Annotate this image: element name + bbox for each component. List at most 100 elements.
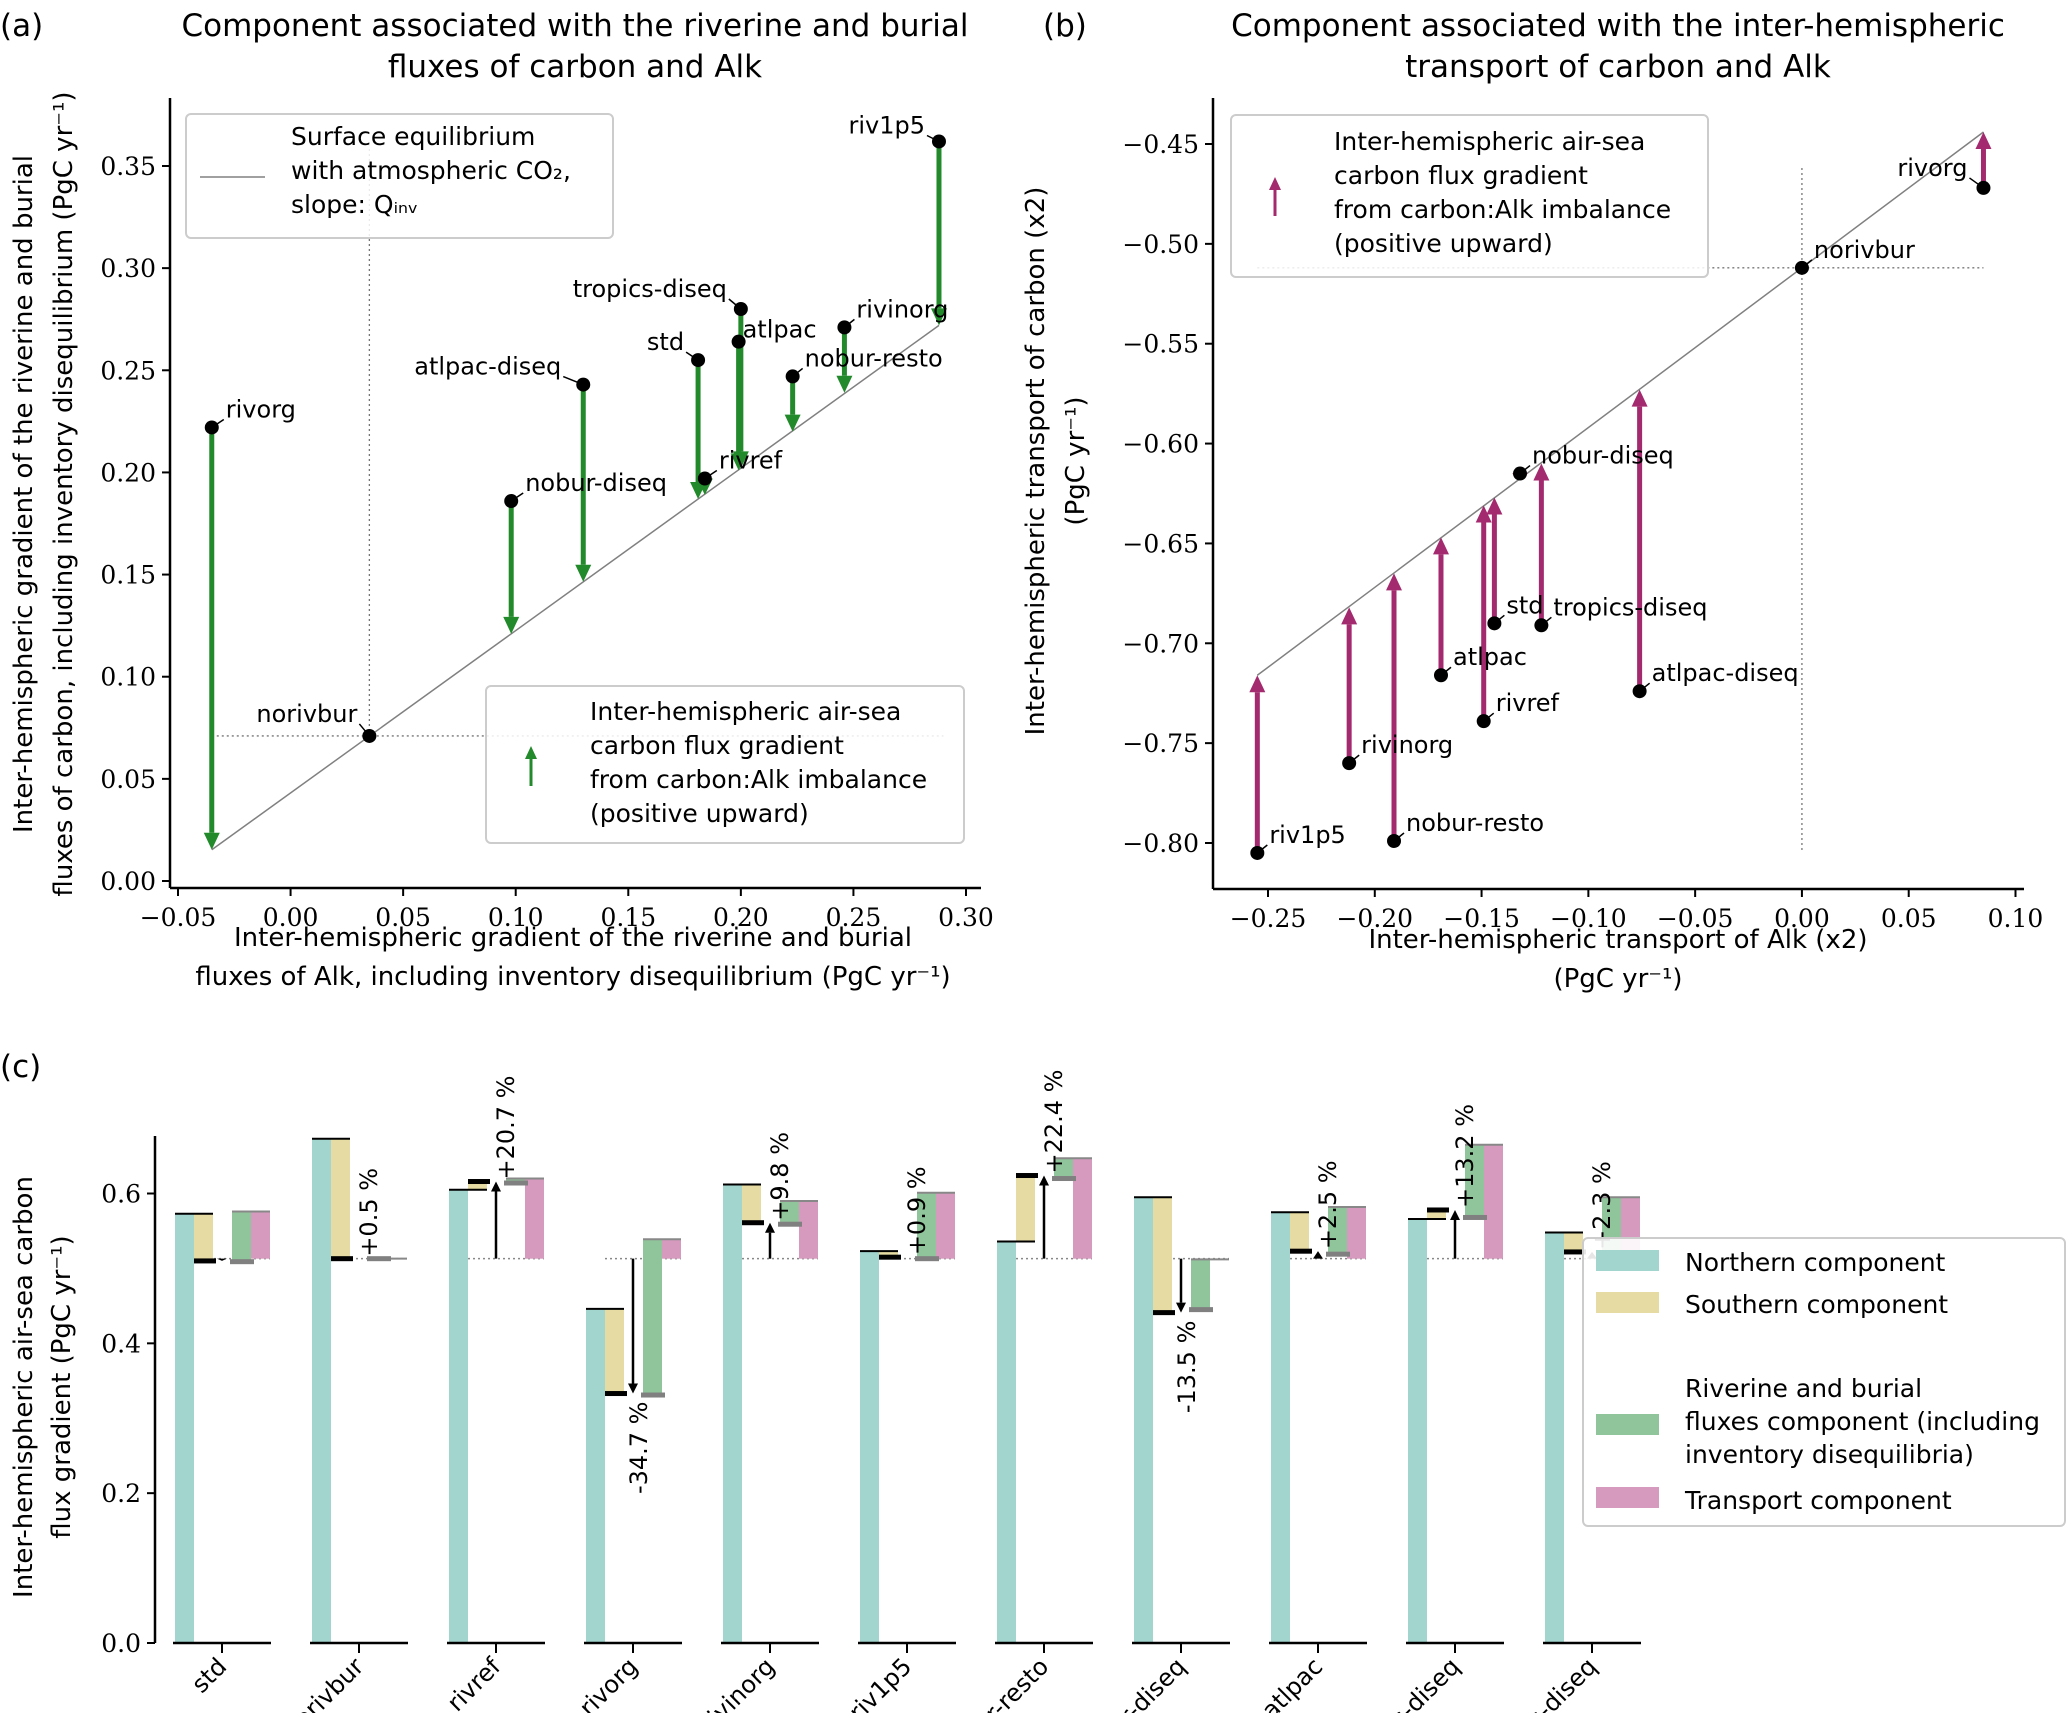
y-axis-label: fluxes of carbon, including inventory di… xyxy=(49,91,79,896)
flux-arrow-std xyxy=(1486,497,1503,624)
percent-label: +20.7 % xyxy=(492,1076,520,1180)
point-label-norivbur: norivbur xyxy=(1814,236,1915,264)
label-leader xyxy=(1801,259,1813,269)
flux-arrow-atlpac xyxy=(1432,537,1449,676)
change-arrow-head xyxy=(628,1383,638,1394)
bar-group-nobur-diseq: nobur-diseq -13.5 % xyxy=(1071,1196,1230,1713)
flux-arrow-rivref xyxy=(1475,505,1492,722)
point-label-rivinorg: rivinorg xyxy=(1361,731,1453,759)
x-tick-label: 0.25 xyxy=(826,903,882,932)
northern-swatch xyxy=(1596,1250,1659,1271)
point-label-rivref: rivref xyxy=(1496,689,1560,717)
flux-arrow-riv1p5-head xyxy=(930,308,947,326)
southern-bar xyxy=(468,1181,487,1190)
x-tick-label: −0.15 xyxy=(1443,904,1520,933)
northern-bar xyxy=(312,1138,331,1643)
flux-arrow-nobur-resto-head xyxy=(1386,573,1403,591)
total-marker xyxy=(194,1258,216,1264)
x-tick-label: 0.05 xyxy=(1881,904,1937,933)
flux-arrow-rivinorg-head xyxy=(836,375,853,393)
flux-arrow-nobur-resto xyxy=(1386,573,1403,842)
point-label-rivorg: rivorg xyxy=(226,395,296,423)
category-label: riv1p5 xyxy=(843,1652,917,1713)
flux-arrow-rivorg xyxy=(203,427,220,850)
flux-arrow-rivorg xyxy=(1975,132,1992,188)
label-leader xyxy=(1348,754,1360,764)
flux-arrow-rivorg-head xyxy=(203,832,220,850)
point-label-atlpac: atlpac xyxy=(1453,643,1527,671)
riverine-bar xyxy=(1328,1206,1347,1255)
northern-bar xyxy=(586,1308,605,1643)
northern-bar xyxy=(175,1213,194,1643)
x-tick-label: −0.05 xyxy=(140,903,217,932)
x-tick-label: −0.20 xyxy=(1336,904,1413,933)
percent-label: +2.3 % xyxy=(1588,1161,1616,1250)
change-arrow-head xyxy=(1313,1251,1323,1259)
panel-b-title-line-1: Component associated with the inter-hemi… xyxy=(1231,8,2005,44)
panel-c: (c) 0.0 0.2 0.4 0.6 Inter-hemispheric air-se… xyxy=(0,1049,2066,1713)
riverine-swatch xyxy=(1596,1414,1659,1435)
x-tick-label: −0.10 xyxy=(1550,904,1627,933)
legend-arrow-icon-head xyxy=(525,746,537,759)
x-tick-label: 0.30 xyxy=(938,903,994,932)
y-tick-label: −0.80 xyxy=(1122,829,1199,858)
x-tick-label: 0.20 xyxy=(713,903,769,932)
flux-arrow-nobur-resto xyxy=(784,376,801,432)
southern-bar xyxy=(194,1213,213,1261)
flux-arrow-nobur-resto-head xyxy=(784,414,801,432)
category-label: nobur-resto xyxy=(937,1652,1054,1713)
riverine-marker xyxy=(367,1256,391,1262)
y-tick-label: 0.6 xyxy=(101,1180,141,1209)
change-arrow-head xyxy=(1176,1302,1186,1313)
label-leader xyxy=(1540,616,1552,626)
point-label-rivinorg: rivinorg xyxy=(856,295,948,323)
transport-bar xyxy=(525,1178,544,1259)
total-marker xyxy=(742,1220,764,1226)
legend-text: Northern component xyxy=(1685,1248,1946,1277)
panel-b-title-line-2: transport of carbon and Alk xyxy=(1405,49,1831,85)
legend-text: (positive upward) xyxy=(1334,229,1553,258)
total-marker xyxy=(1564,1249,1586,1255)
southern-bar xyxy=(605,1308,624,1394)
southern-bar xyxy=(1016,1175,1035,1242)
x-tick-label: 0.05 xyxy=(375,903,431,932)
y-tick-label: 0.15 xyxy=(100,561,156,590)
x-tick-label: 0.00 xyxy=(1774,904,1830,933)
panel-a-tag: (a) xyxy=(0,8,43,44)
category-label: rivinorg xyxy=(695,1652,780,1713)
change-arrow xyxy=(491,1181,501,1259)
northern-bar xyxy=(449,1189,468,1643)
total-marker xyxy=(605,1391,627,1397)
legend-arrow-icon xyxy=(1269,177,1281,216)
change-arrow xyxy=(1450,1209,1460,1259)
legend-text: Inter-hemispheric air-sea xyxy=(590,697,901,726)
southern-bar xyxy=(879,1251,898,1258)
transport-bar xyxy=(1484,1144,1503,1259)
point-label-rivref: rivref xyxy=(719,447,783,475)
flux-arrow-std-head xyxy=(1486,497,1503,515)
legend-text: fluxes component (including xyxy=(1685,1407,2040,1436)
riverine-bar xyxy=(917,1192,936,1259)
flux-arrow-rivinorg xyxy=(1341,607,1358,764)
label-leader xyxy=(1393,832,1405,842)
total-marker xyxy=(1016,1173,1038,1179)
bar-group-nobur-resto: nobur-resto +22.4 % xyxy=(937,1070,1093,1713)
label-leader xyxy=(1519,464,1531,475)
label-leader xyxy=(926,134,940,143)
point-label-rivorg: rivorg xyxy=(1897,154,1967,182)
category-label: norivbur xyxy=(278,1652,369,1713)
flux-arrow-tropics-diseq xyxy=(1533,463,1550,626)
label-leader xyxy=(358,723,370,737)
legend-text: Inter-hemispheric air-sea xyxy=(1334,127,1645,156)
legend-text: Transport component xyxy=(1684,1486,1952,1515)
change-arrow-head xyxy=(217,1258,227,1261)
y-tick-label: 0.20 xyxy=(100,458,156,487)
percent-label: -34.7 % xyxy=(625,1402,653,1495)
point-label-nobur-diseq: nobur-diseq xyxy=(1532,442,1674,470)
y-tick-label: 0.0 xyxy=(101,1629,141,1658)
panel-b: (b) Component associated with the inter-… xyxy=(1021,8,2043,994)
bar-group-atlpac: atlpac +2.5 % xyxy=(1256,1160,1367,1713)
equilibrium-line xyxy=(1256,131,1984,676)
bar-group-riv1p5: riv1p5 +0.9 % xyxy=(843,1166,956,1713)
flux-arrow-rivinorg xyxy=(836,327,853,393)
